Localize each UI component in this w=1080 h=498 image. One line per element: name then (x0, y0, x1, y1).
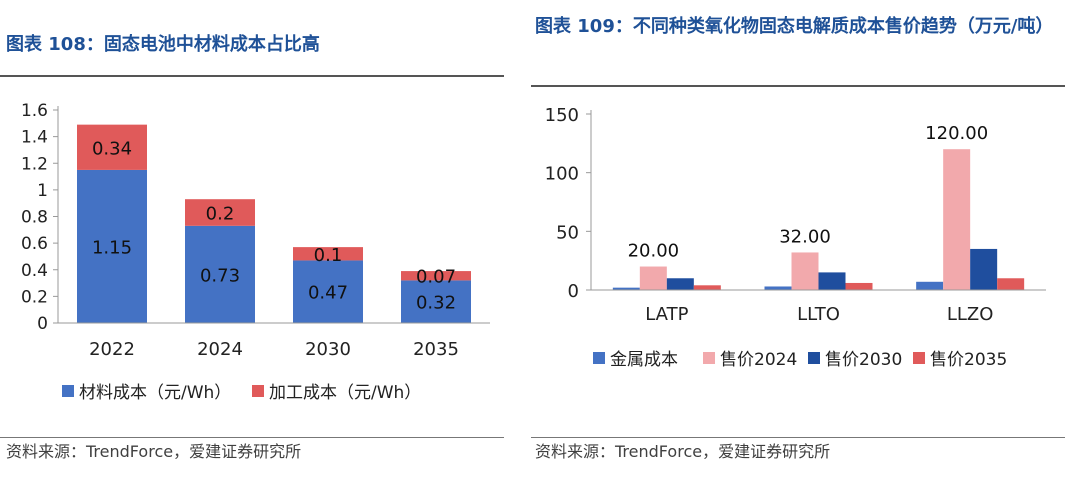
x-tick-label: 2030 (305, 339, 351, 360)
bar-2035-series-1 (401, 280, 471, 323)
y-tick-label: 0 (37, 314, 48, 334)
bar-llto--2035 (845, 282, 873, 290)
bar-2024-series-1 (185, 225, 255, 323)
data-label-2030-series-2: 0.1 (314, 245, 343, 266)
right-source-note: 资料来源：TrendForce，爱建证券研究所 (535, 442, 831, 461)
bar-llto--2024 (791, 252, 819, 290)
bar-2022-series-1 (77, 169, 147, 323)
legend-label--2035: 售价2035 (930, 350, 1007, 370)
y-tick-label: 0.6 (21, 234, 48, 254)
bar-llzo--2035 (997, 278, 1025, 290)
data-label-2035-series-2: 0.07 (416, 267, 456, 288)
bar-latp--2024 (639, 266, 667, 290)
left-source-rule (0, 437, 504, 438)
bar-llzo-- (916, 281, 944, 290)
legend-swatch--2024 (703, 352, 715, 364)
legend-label--: 金属成本 (610, 350, 678, 370)
y-tick-label: 1.6 (21, 101, 48, 121)
y-tick-label: 0 (568, 281, 579, 302)
data-label-2022-series-2: 0.34 (92, 138, 132, 159)
y-tick-label: 0.4 (21, 261, 48, 281)
bar-llto-- (764, 286, 792, 290)
bar-2030-series-2 (293, 247, 363, 261)
data-label-2035-series-1: 0.32 (416, 293, 456, 314)
x-tick-label: LATP (645, 304, 688, 325)
data-label-latp: 20.00 (628, 241, 680, 262)
legend-swatch-series-1 (62, 385, 74, 397)
x-tick-label: 2035 (413, 339, 459, 360)
bar-latp--2035 (693, 285, 721, 290)
right-figure-panel: 图表 109：不同种类氧化物固态电解质成本售价趋势（万元/吨） 0 50 100 15… (531, 0, 1080, 498)
legend-label-series-2: 加工成本（元/Wh） (269, 383, 421, 403)
bar-2030-series-1 (293, 260, 363, 323)
data-label-llto: 32.00 (779, 226, 831, 247)
bar-2022-series-2 (77, 124, 147, 170)
stacked-cost-chart: 0 0.2 0.4 0.6 0.8 1 1.2 1.4 1.6 1.15 0.34 2022 0.73 0… (21, 101, 490, 403)
legend-swatch--2035 (913, 352, 925, 364)
y-tick-label: 0.8 (21, 208, 48, 228)
left-figure-title: 图表 108：固态电池中材料成本占比高 (6, 34, 320, 55)
bar-2024-series-2 (185, 199, 255, 226)
bar-llzo--2030 (970, 248, 998, 290)
data-label-2022-series-1: 1.15 (92, 237, 132, 258)
left-figure-panel: 图表 108：固态电池中材料成本占比高 0 0.2 0.4 0.6 0.8 1 1.2 1.4… (0, 0, 512, 498)
right-source-rule (531, 437, 1065, 438)
y-tick-label: 150 (545, 105, 579, 126)
y-tick-label: 100 (545, 164, 579, 185)
y-tick-label: 1 (37, 181, 48, 201)
data-label-2024-series-1: 0.73 (200, 265, 240, 286)
x-tick-label: 2024 (197, 339, 243, 360)
legend-swatch--2030 (808, 352, 820, 364)
data-label-llzo: 120.00 (925, 123, 988, 144)
bar-latp-- (612, 287, 640, 290)
bar-llzo--2024 (943, 149, 971, 290)
legend-swatch-series-2 (252, 385, 264, 397)
legend-label-series-1: 材料成本（元/Wh） (79, 383, 231, 403)
data-label-2024-series-2: 0.2 (206, 204, 235, 225)
y-tick-label: 1.4 (21, 128, 48, 148)
right-title-rule (531, 85, 1065, 87)
left-source-note: 资料来源：TrendForce，爱建证券研究所 (6, 442, 302, 461)
left-title-rule (0, 75, 504, 77)
y-tick-label: 1.2 (21, 154, 48, 174)
bar-2035-series-2 (401, 271, 471, 281)
data-label-2030-series-1: 0.47 (308, 283, 348, 304)
legend-label--2030: 售价2030 (825, 350, 902, 370)
x-tick-label: LLZO (947, 304, 994, 325)
legend-swatch-- (593, 352, 605, 364)
legend-label--2024: 售价2024 (720, 350, 797, 370)
y-tick-label: 0.2 (21, 287, 48, 307)
x-tick-label: 2022 (89, 339, 135, 360)
right-figure-title: 图表 109：不同种类氧化物固态电解质成本售价趋势（万元/吨） (535, 16, 1054, 37)
bar-llto--2030 (818, 272, 846, 290)
bar-latp--2030 (666, 278, 694, 290)
x-tick-label: LLTO (797, 304, 840, 325)
y-tick-label: 50 (556, 222, 579, 243)
price-trend-chart: 0 50 100 150 20.00 LATP 32.00 LLTO 120.00 LLZO 金属成… (545, 105, 1046, 370)
